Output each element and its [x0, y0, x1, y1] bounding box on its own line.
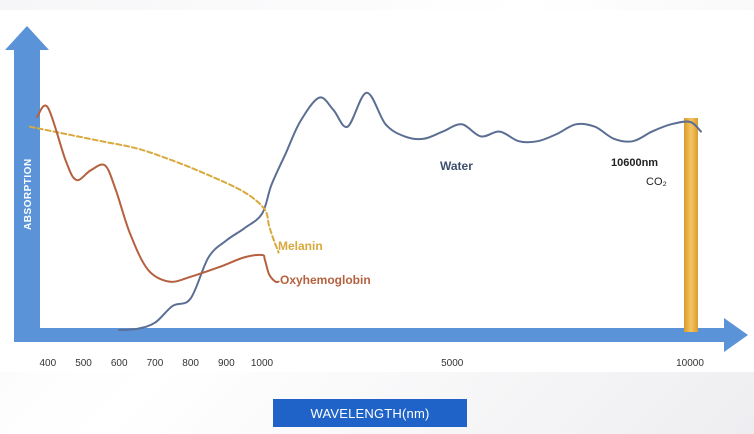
series-label-oxyhemoglobin: Oxyhemoglobin	[280, 273, 371, 287]
series-label-melanin: Melanin	[278, 239, 323, 253]
x-tick-label: 400	[40, 358, 57, 369]
x-tick-label: 500	[75, 358, 92, 369]
series-line-water	[118, 91, 702, 331]
series-lines	[29, 91, 702, 331]
y-axis-bar	[14, 48, 40, 340]
x-tick-label: 5000	[441, 358, 464, 369]
series-line-oxyhemoglobin	[36, 104, 280, 284]
co2-annotation: 10600nm CO₂	[611, 157, 667, 188]
absorption-chart: ABSORPTION 400 500 600 700 800 900 1000 5000 100…	[5, 26, 748, 369]
y-axis-label: ABSORPTION	[23, 158, 34, 230]
annotation-10600nm: 10600nm	[611, 157, 658, 169]
x-tick-labels: 400 500 600 700 800 900 1000 5000 10000	[40, 358, 705, 369]
chart-panel: ABSORPTION 400 500 600 700 800 900 1000 5000 100…	[0, 10, 754, 372]
y-axis-arrowhead	[5, 26, 49, 50]
x-tick-label: 10000	[676, 358, 704, 369]
x-tick-label: 600	[111, 358, 128, 369]
x-tick-label: 700	[147, 358, 164, 369]
x-axis-label: WAVELENGTH(nm)	[273, 399, 467, 427]
annotation-co2: CO₂	[646, 176, 667, 188]
x-axis-arrowhead	[724, 318, 748, 352]
x-tick-label: 900	[218, 358, 235, 369]
x-axis-bar	[14, 328, 726, 342]
series-line-melanin	[29, 125, 280, 254]
y-axis: ABSORPTION	[5, 26, 49, 340]
x-axis	[14, 318, 748, 352]
series-labels: Water Melanin Oxyhemoglobin	[278, 159, 473, 287]
x-tick-label: 800	[182, 358, 199, 369]
x-tick-label: 1000	[251, 358, 274, 369]
series-label-water: Water	[440, 159, 473, 173]
co2-wavelength-bar	[684, 118, 698, 332]
